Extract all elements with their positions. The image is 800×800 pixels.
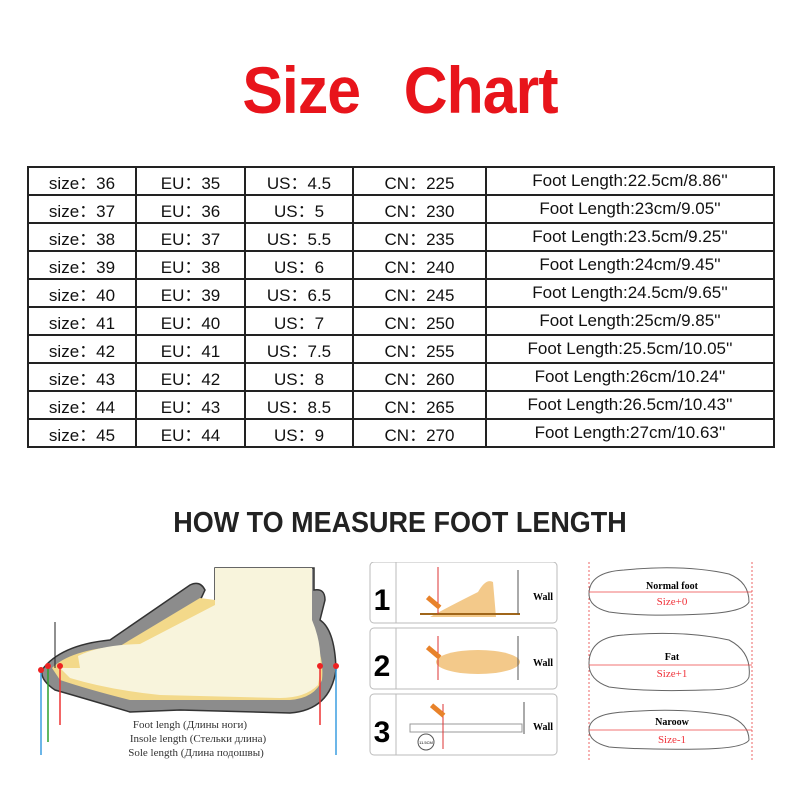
foot-type-name: Normal foot	[646, 581, 699, 592]
cn-cell: CN：235	[352, 222, 487, 252]
cn-cell: CN：260	[352, 362, 487, 392]
foot-length-cell: Foot Length:25cm/9.85''	[485, 306, 775, 336]
size-cell: size：45	[27, 418, 137, 448]
foot-length-cell: Foot Length:25.5cm/10.05''	[485, 334, 775, 364]
us-cell: US：5.5	[244, 222, 354, 252]
measure-steps: 1 Wall 2 Wall 3 11.5CM Wall	[369, 562, 558, 756]
foot-type-size: Size-1	[658, 734, 686, 746]
foot-length-cell: Foot Length:23cm/9.05''	[485, 194, 775, 224]
size-cell: size：43	[27, 362, 137, 392]
cn-cell: CN：225	[352, 166, 487, 196]
table-row: size：36 EU：35 US：4.5 CN：225 Foot Length:22.5…	[27, 166, 775, 196]
cn-cell: CN：270	[352, 418, 487, 448]
foot-normal: Normal foot Size+0	[588, 567, 752, 616]
eu-cell: EU：38	[135, 250, 246, 280]
eu-cell: EU：37	[135, 222, 246, 252]
size-cell: size：44	[27, 390, 137, 420]
foot-types: Normal foot Size+0 Fat Size+1 Naroow Siz…	[588, 562, 753, 762]
us-cell: US：7	[244, 306, 354, 336]
insole-length-label: Insole length (Стельки длина)	[130, 733, 267, 745]
step-number: 2	[374, 650, 391, 683]
size-cell: size：36	[27, 166, 137, 196]
foot-type-size: Size+1	[657, 668, 688, 680]
foot-length-cell: Foot Length:24cm/9.45''	[485, 250, 775, 280]
cn-cell: CN：230	[352, 194, 487, 224]
foot-length-cell: Foot Length:23.5cm/9.25''	[485, 222, 775, 252]
measure-title: HOW TO MEASURE FOOT LENGTH	[173, 507, 627, 539]
foot-fat: Fat Size+1	[588, 632, 752, 692]
eu-cell: EU：40	[135, 306, 246, 336]
us-cell: US：9	[244, 418, 354, 448]
wall-label: Wall	[533, 722, 553, 733]
step-3: 3 11.5CM Wall	[369, 693, 558, 756]
us-cell: US：6	[244, 250, 354, 280]
table-row: size：43 EU：42 US：8 CN：260 Foot Length:26cm/1…	[27, 362, 775, 392]
foot-length-cell: Foot Length:22.5cm/8.86''	[485, 166, 775, 196]
cn-cell: CN：250	[352, 306, 487, 336]
us-cell: US：8.5	[244, 390, 354, 420]
page-title: Size Chart	[242, 53, 558, 127]
table-row: size：41 EU：40 US：7 CN：250 Foot Length:25cm/9…	[27, 306, 775, 336]
size-cell: size：41	[27, 306, 137, 336]
foot-type-name: Fat	[665, 652, 680, 663]
step-number: 1	[374, 584, 391, 617]
foot-type-name: Naroow	[655, 717, 689, 728]
cn-cell: CN：240	[352, 250, 487, 280]
ruler-reading: 11.5CM	[419, 740, 433, 745]
eu-cell: EU：44	[135, 418, 246, 448]
step-1: 1 Wall	[369, 562, 558, 624]
us-cell: US：5	[244, 194, 354, 224]
foot-length-cell: Foot Length:24.5cm/9.65''	[485, 278, 775, 308]
us-cell: US：6.5	[244, 278, 354, 308]
shoe-diagram: Foot lengh (Длины ноги) Insole length (С…	[38, 567, 339, 759]
table-row: size：40 EU：39 US：6.5 CN：245 Foot Length:24.5…	[27, 278, 775, 308]
wall-label: Wall	[533, 592, 553, 603]
size-cell: size：39	[27, 250, 137, 280]
foot-length-cell: Foot Length:26cm/10.24''	[485, 362, 775, 392]
size-table: size：36 EU：35 US：4.5 CN：225 Foot Length:22.5…	[27, 166, 775, 448]
foot-length-cell: Foot Length:26.5cm/10.43''	[485, 390, 775, 420]
cn-cell: CN：255	[352, 334, 487, 364]
table-row: size：39 EU：38 US：6 CN：240 Foot Length:24cm/9…	[27, 250, 775, 280]
table-row: size：38 EU：37 US：5.5 CN：235 Foot Length:23.5…	[27, 222, 775, 252]
table-row: size：44 EU：43 US：8.5 CN：265 Foot Length:26.5…	[27, 390, 775, 420]
cn-cell: CN：265	[352, 390, 487, 420]
table-row: size：37 EU：36 US：5 CN：230 Foot Length:23cm/9…	[27, 194, 775, 224]
cn-cell: CN：245	[352, 278, 487, 308]
table-row: size：45 EU：44 US：9 CN：270 Foot Length:27cm/1…	[27, 418, 775, 448]
foot-length-label: Foot lengh (Длины ноги)	[133, 719, 247, 731]
us-cell: US：4.5	[244, 166, 354, 196]
foot-narrow: Naroow Size-1	[588, 709, 752, 750]
step-number: 3	[374, 716, 391, 749]
size-cell: size：40	[27, 278, 137, 308]
size-cell: size：37	[27, 194, 137, 224]
eu-cell: EU：41	[135, 334, 246, 364]
foot-length-cell: Foot Length:27cm/10.63''	[485, 418, 775, 448]
step-2: 2 Wall	[369, 627, 558, 690]
sole-length-label: Sole length (Длина подошвы)	[128, 747, 264, 759]
us-cell: US：8	[244, 362, 354, 392]
eu-cell: EU：43	[135, 390, 246, 420]
eu-cell: EU：42	[135, 362, 246, 392]
wall-label: Wall	[533, 658, 553, 669]
size-cell: size：38	[27, 222, 137, 252]
eu-cell: EU：35	[135, 166, 246, 196]
foot-shape	[60, 568, 321, 698]
us-cell: US：7.5	[244, 334, 354, 364]
size-cell: size：42	[27, 334, 137, 364]
table-row: size：42 EU：41 US：7.5 CN：255 Foot Length:25.5…	[27, 334, 775, 364]
foot-type-size: Size+0	[657, 596, 688, 608]
eu-cell: EU：39	[135, 278, 246, 308]
eu-cell: EU：36	[135, 194, 246, 224]
